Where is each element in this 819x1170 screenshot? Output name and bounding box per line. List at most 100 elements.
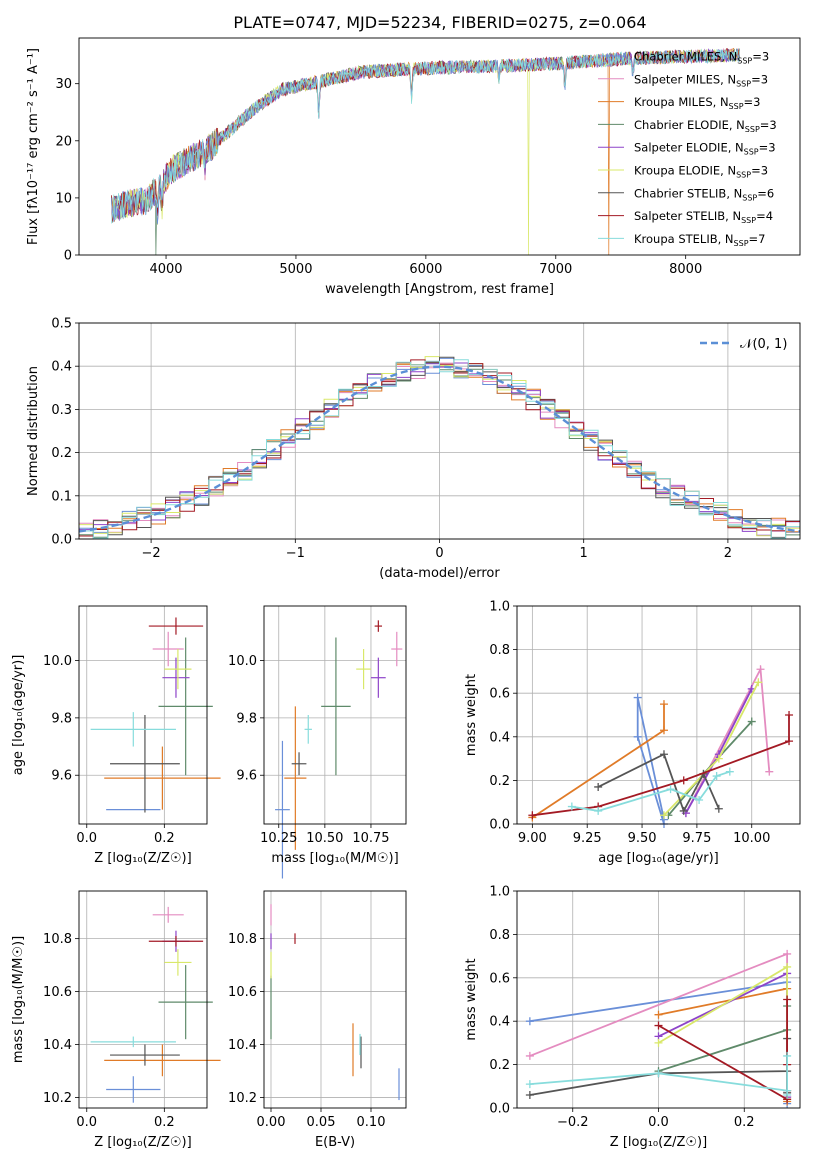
plus-marker xyxy=(654,1038,663,1047)
y-tick-label: 0.6 xyxy=(489,971,510,986)
y-tick-label: 10.0 xyxy=(228,654,257,669)
axes-frame xyxy=(516,890,801,1109)
y-tick-label: 0.2 xyxy=(51,446,72,461)
x-tick-label: 0.00 xyxy=(257,1115,286,1130)
y-tick-label: 9.6 xyxy=(236,769,257,784)
plus-marker xyxy=(783,1090,792,1099)
axes-frame xyxy=(263,605,407,825)
x-tick-label: 8000 xyxy=(669,262,702,277)
axes-frame xyxy=(516,605,801,825)
y-axis-label: Normed distribution xyxy=(26,366,41,496)
plus-marker xyxy=(785,737,794,746)
errorbar-point xyxy=(356,649,371,690)
x-axis-label: mass [log₁₀(M/M☉)] xyxy=(271,851,398,866)
legend-label: Salpeter MILES, NSSP=3 xyxy=(634,72,768,88)
weight-line-kroupa-elodie xyxy=(658,965,788,1100)
x-tick-label: 0.0 xyxy=(76,831,97,846)
y-tick-label: 9.8 xyxy=(236,711,257,726)
errorbar-point xyxy=(374,620,383,632)
plus-marker xyxy=(765,767,774,776)
y-tick-label: 10.4 xyxy=(43,1038,72,1053)
axes-frame xyxy=(263,890,407,1109)
plus-marker xyxy=(525,1051,534,1060)
axes-frame xyxy=(78,890,208,1109)
errorbar-point xyxy=(110,715,180,813)
weight-line-kroupa-stelib xyxy=(571,770,731,812)
plus-marker xyxy=(725,767,734,776)
y-axis-label: mass [log₁₀(M/M☉)] xyxy=(11,936,26,1063)
x-axis-label: (data-model)/error xyxy=(379,566,500,581)
spectrum-line-kroupa-stelib xyxy=(111,48,741,224)
x-tick-label: −1 xyxy=(286,546,305,561)
x-tick-label: 6000 xyxy=(409,262,442,277)
x-axis-label: Z [log₁₀(Z/Z☉)] xyxy=(94,851,191,866)
x-tick-label: 10.50 xyxy=(306,831,343,846)
x-tick-label: 9.75 xyxy=(682,831,711,846)
plus-marker xyxy=(659,750,668,759)
plus-marker xyxy=(783,1051,792,1060)
legend-label: Kroupa ELODIE, NSSP=3 xyxy=(634,164,768,180)
y-tick-label: 0.5 xyxy=(51,317,72,332)
x-tick-label: 10.25 xyxy=(260,831,297,846)
errorbar-point xyxy=(152,631,184,667)
x-axis-label: E(B-V) xyxy=(315,1135,355,1150)
y-tick-label: 10.8 xyxy=(228,932,257,947)
panel-7: 0.00 0.05 0.10 10.2 10.4 10.6 10.8 E(B-V) xyxy=(228,890,407,1150)
errorbar-point xyxy=(284,706,307,850)
plus-marker xyxy=(679,776,688,785)
x-tick-label: 9.50 xyxy=(628,831,657,846)
legend-label: 𝒩(0, 1) xyxy=(740,337,787,352)
plus-marker xyxy=(695,796,704,805)
legend-label: Kroupa STELIB, NSSP=7 xyxy=(634,232,765,248)
plot-area xyxy=(275,620,403,879)
plus-marker xyxy=(783,962,792,971)
errorbar-point xyxy=(275,740,290,879)
y-tick-label: 0.2 xyxy=(489,774,510,789)
x-tick-label: 10.00 xyxy=(733,831,770,846)
y-tick-label: 0.4 xyxy=(489,1015,510,1030)
plot-area xyxy=(90,617,221,813)
x-tick-label: 0.10 xyxy=(357,1115,386,1130)
y-tick-label: 10.4 xyxy=(228,1038,257,1053)
errorbar-point xyxy=(164,949,192,976)
y-tick-label: 1.0 xyxy=(489,600,510,615)
plus-marker xyxy=(594,806,603,815)
errorbar-point xyxy=(291,752,307,776)
legend-label: Kroupa MILES, NSSP=3 xyxy=(634,95,760,111)
y-tick-label: 0 xyxy=(64,249,72,264)
y-axis-label: age [log₁₀(age/yr)] xyxy=(11,655,26,776)
x-tick-label: 0.2 xyxy=(734,1115,755,1130)
x-tick-label: 10.75 xyxy=(352,831,389,846)
y-tick-label: 10.2 xyxy=(228,1091,257,1106)
plus-marker xyxy=(528,811,537,820)
panel-5: 9.00 9.25 9.50 9.75 10.00 0.0 0.2 0.4 0.6 0.8 1.0 a… xyxy=(464,600,801,866)
y-tick-label: 10.8 xyxy=(43,932,72,947)
errorbar-point xyxy=(391,631,403,667)
y-tick-label: 0.1 xyxy=(51,489,72,504)
y-tick-label: 9.6 xyxy=(51,769,72,784)
plus-marker xyxy=(567,802,576,811)
plus-marker xyxy=(659,700,668,709)
plus-marker xyxy=(654,1021,663,1030)
plot-area xyxy=(90,906,221,1103)
plus-marker xyxy=(525,1090,534,1099)
errorbar-point xyxy=(164,649,192,690)
plus-marker xyxy=(714,754,723,763)
plus-marker xyxy=(659,811,668,820)
plus-marker xyxy=(756,665,765,674)
axes-frame xyxy=(78,322,801,540)
y-tick-label: 0.4 xyxy=(51,360,72,375)
y-axis-label: mass weight xyxy=(464,958,479,1040)
weight-line-salpeter-stelib xyxy=(658,999,788,1101)
legend-label: Salpeter STELIB, NSSP=4 xyxy=(634,209,773,225)
plus-marker xyxy=(633,732,642,741)
legend: 𝒩(0, 1) xyxy=(700,337,787,352)
y-tick-label: 0.0 xyxy=(489,1102,510,1117)
y-tick-label: 10.6 xyxy=(228,985,257,1000)
panel-2: −2 −1 0 1 2 0.0 0.1 0.2 0.3 0.4 0.5 (data-model)/er… xyxy=(26,317,801,581)
y-tick-label: 0.8 xyxy=(489,928,510,943)
y-tick-label: 1.0 xyxy=(489,885,510,900)
errorbar-point xyxy=(162,657,190,698)
errorbar-point xyxy=(148,617,204,635)
